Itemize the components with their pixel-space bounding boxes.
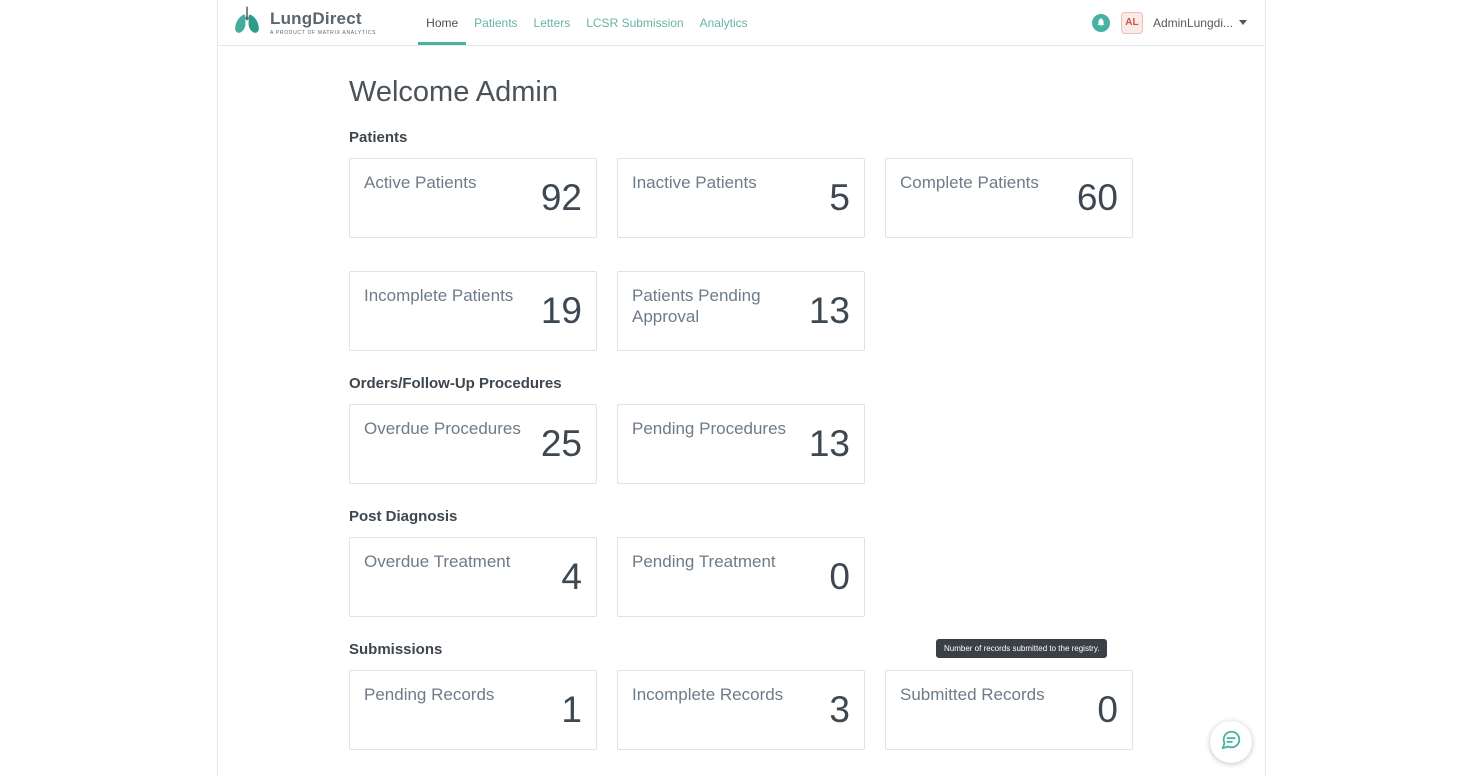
- stat-card-label: Pending Procedures: [632, 419, 787, 439]
- nav-item-analytics[interactable]: Analytics: [699, 15, 748, 30]
- lungs-logo-icon: [231, 5, 263, 40]
- stat-card-label: Pending Records: [364, 685, 495, 705]
- stat-card-incomplete-records[interactable]: Incomplete Records 3: [617, 670, 865, 751]
- stat-card-overdue-procedures[interactable]: Overdue Procedures 25: [349, 404, 597, 485]
- stat-card-value: 13: [808, 290, 850, 332]
- stat-card-patients-pending-approval[interactable]: Patients Pending Approval 13: [617, 271, 865, 352]
- stat-card-value: 0: [1097, 689, 1118, 731]
- top-nav-bar: LungDirect A PRODUCT OF MATRIX ANALYTICS…: [218, 0, 1265, 46]
- stat-card-value: 92: [540, 177, 582, 219]
- stat-card-value: 60: [1076, 177, 1118, 219]
- dashboard-content: Welcome Admin Patients Active Patients 9…: [349, 46, 1135, 751]
- chat-bubble-icon: [1220, 729, 1242, 756]
- main-nav: Home Patients Letters LCSR Submission An…: [418, 0, 755, 45]
- notifications-button[interactable]: [1091, 13, 1110, 32]
- header-right-group: AL AdminLungdi...: [1091, 0, 1247, 45]
- avatar: AL: [1120, 11, 1143, 34]
- stat-card-overdue-treatment[interactable]: Overdue Treatment 4: [349, 537, 597, 618]
- brand-tagline: A PRODUCT OF MATRIX ANALYTICS: [270, 29, 377, 36]
- section-title: Post Diagnosis: [349, 508, 458, 526]
- stat-card-value: 1: [561, 689, 582, 731]
- submitted-records-tooltip: Number of records submitted to the regis…: [936, 639, 1108, 659]
- stat-card-pending-procedures[interactable]: Pending Procedures 13: [617, 404, 865, 485]
- chevron-down-icon: [1239, 20, 1247, 25]
- stat-card-incomplete-patients[interactable]: Incomplete Patients 19: [349, 271, 597, 352]
- section-title: Patients: [349, 129, 408, 147]
- user-name: AdminLungdi...: [1152, 15, 1233, 30]
- brand-text: LungDirect A PRODUCT OF MATRIX ANALYTICS: [270, 10, 376, 36]
- section-title: Orders/Follow-Up Procedures: [349, 375, 562, 393]
- chat-launcher-button[interactable]: [1210, 721, 1252, 763]
- stat-card-label: Incomplete Patients: [364, 286, 514, 306]
- stat-card-value: 13: [808, 423, 850, 465]
- nav-item-home[interactable]: Home: [418, 0, 467, 45]
- stat-card-submitted-records[interactable]: Submitted Records 0: [885, 670, 1133, 751]
- user-menu[interactable]: AL AdminLungdi...: [1120, 11, 1247, 34]
- card-grid: Active Patients 92 Inactive Patients 5 C…: [349, 158, 1135, 352]
- stat-card-inactive-patients[interactable]: Inactive Patients 5: [617, 158, 865, 239]
- card-grid: Overdue Procedures 25 Pending Procedures…: [349, 404, 1135, 485]
- stat-card-label: Complete Patients: [900, 173, 1039, 193]
- stat-card-value: 19: [540, 290, 582, 332]
- section-orders-followup: Orders/Follow-Up Procedures Overdue Proc…: [349, 375, 1135, 485]
- stat-card-value: 0: [829, 556, 850, 598]
- section-patients: Patients Active Patients 92 Inactive Pat…: [349, 129, 1135, 352]
- stat-card-value: 3: [829, 689, 850, 731]
- stat-card-label: Incomplete Records: [632, 685, 784, 705]
- bell-icon: [1096, 14, 1106, 32]
- stat-card-label: Overdue Procedures: [364, 419, 521, 439]
- nav-item-lcsr-submission[interactable]: LCSR Submission: [586, 15, 684, 30]
- app-frame: LungDirect A PRODUCT OF MATRIX ANALYTICS…: [217, 0, 1266, 776]
- stat-card-pending-treatment[interactable]: Pending Treatment 0: [617, 537, 865, 618]
- stat-card-label: Pending Treatment: [632, 552, 776, 572]
- stat-card-value: 5: [829, 177, 850, 219]
- stat-card-label: Patients Pending Approval: [632, 286, 761, 327]
- brand-logo[interactable]: LungDirect A PRODUCT OF MATRIX ANALYTICS: [231, 0, 376, 45]
- brand-name: LungDirect: [270, 8, 362, 28]
- section-submissions: Number of records submitted to the regis…: [349, 639, 1135, 751]
- stat-card-label: Active Patients: [364, 173, 477, 193]
- section-post-diagnosis: Post Diagnosis Overdue Treatment 4 Pendi…: [349, 508, 1135, 618]
- stat-card-label: Overdue Treatment: [364, 552, 511, 572]
- stat-card-complete-patients[interactable]: Complete Patients 60: [885, 158, 1133, 239]
- page-title: Welcome Admin: [349, 76, 558, 108]
- stat-card-active-patients[interactable]: Active Patients 92: [349, 158, 597, 239]
- nav-item-patients[interactable]: Patients: [474, 15, 518, 30]
- stat-card-pending-records[interactable]: Pending Records 1: [349, 670, 597, 751]
- section-title: Submissions: [349, 641, 443, 659]
- stat-card-value: 25: [540, 423, 582, 465]
- stat-card-label: Inactive Patients: [632, 173, 757, 193]
- nav-item-letters[interactable]: Letters: [533, 15, 571, 30]
- card-grid: Overdue Treatment 4 Pending Treatment 0: [349, 537, 1135, 618]
- stat-card-label: Submitted Records: [900, 685, 1045, 705]
- stat-card-value: 4: [561, 556, 582, 598]
- card-grid: Pending Records 1 Incomplete Records 3 S…: [349, 670, 1135, 751]
